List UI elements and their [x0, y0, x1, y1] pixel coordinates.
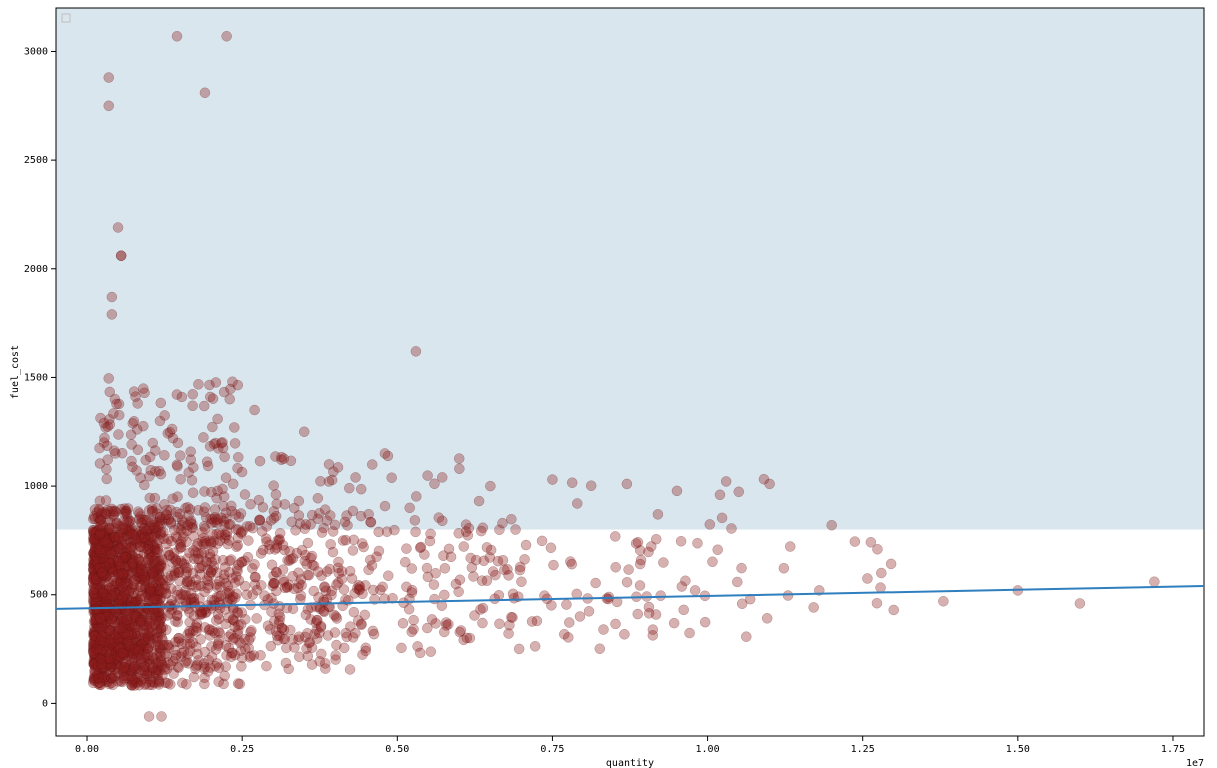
svg-text:1.25: 1.25: [851, 744, 875, 755]
svg-text:1.00: 1.00: [696, 744, 720, 755]
svg-text:0.50: 0.50: [385, 744, 409, 755]
svg-text:2000: 2000: [24, 264, 48, 275]
svg-text:1.75: 1.75: [1161, 744, 1185, 755]
svg-text:1.50: 1.50: [1006, 744, 1030, 755]
svg-text:1000: 1000: [24, 481, 48, 492]
x-axis-label: quantity: [606, 758, 654, 768]
y-axis-ticks: 0 500 1000 1500 2000 2500 3000: [24, 46, 56, 709]
svg-text:0.25: 0.25: [230, 744, 254, 755]
x-axis-exponent: 1e7: [1186, 758, 1204, 768]
svg-text:1500: 1500: [24, 372, 48, 383]
svg-text:3000: 3000: [24, 46, 48, 57]
svg-text:0.00: 0.00: [75, 744, 99, 755]
y-axis-label: fuel_cost: [10, 345, 21, 399]
svg-text:0.75: 0.75: [540, 744, 564, 755]
svg-text:0: 0: [42, 698, 48, 709]
x-axis-ticks: 0.00 0.25 0.50 0.75 1.00 1.25 1.50 1.75: [75, 736, 1185, 755]
svg-text:500: 500: [30, 590, 48, 601]
shaded-band: [56, 8, 1204, 530]
svg-text:2500: 2500: [24, 155, 48, 166]
